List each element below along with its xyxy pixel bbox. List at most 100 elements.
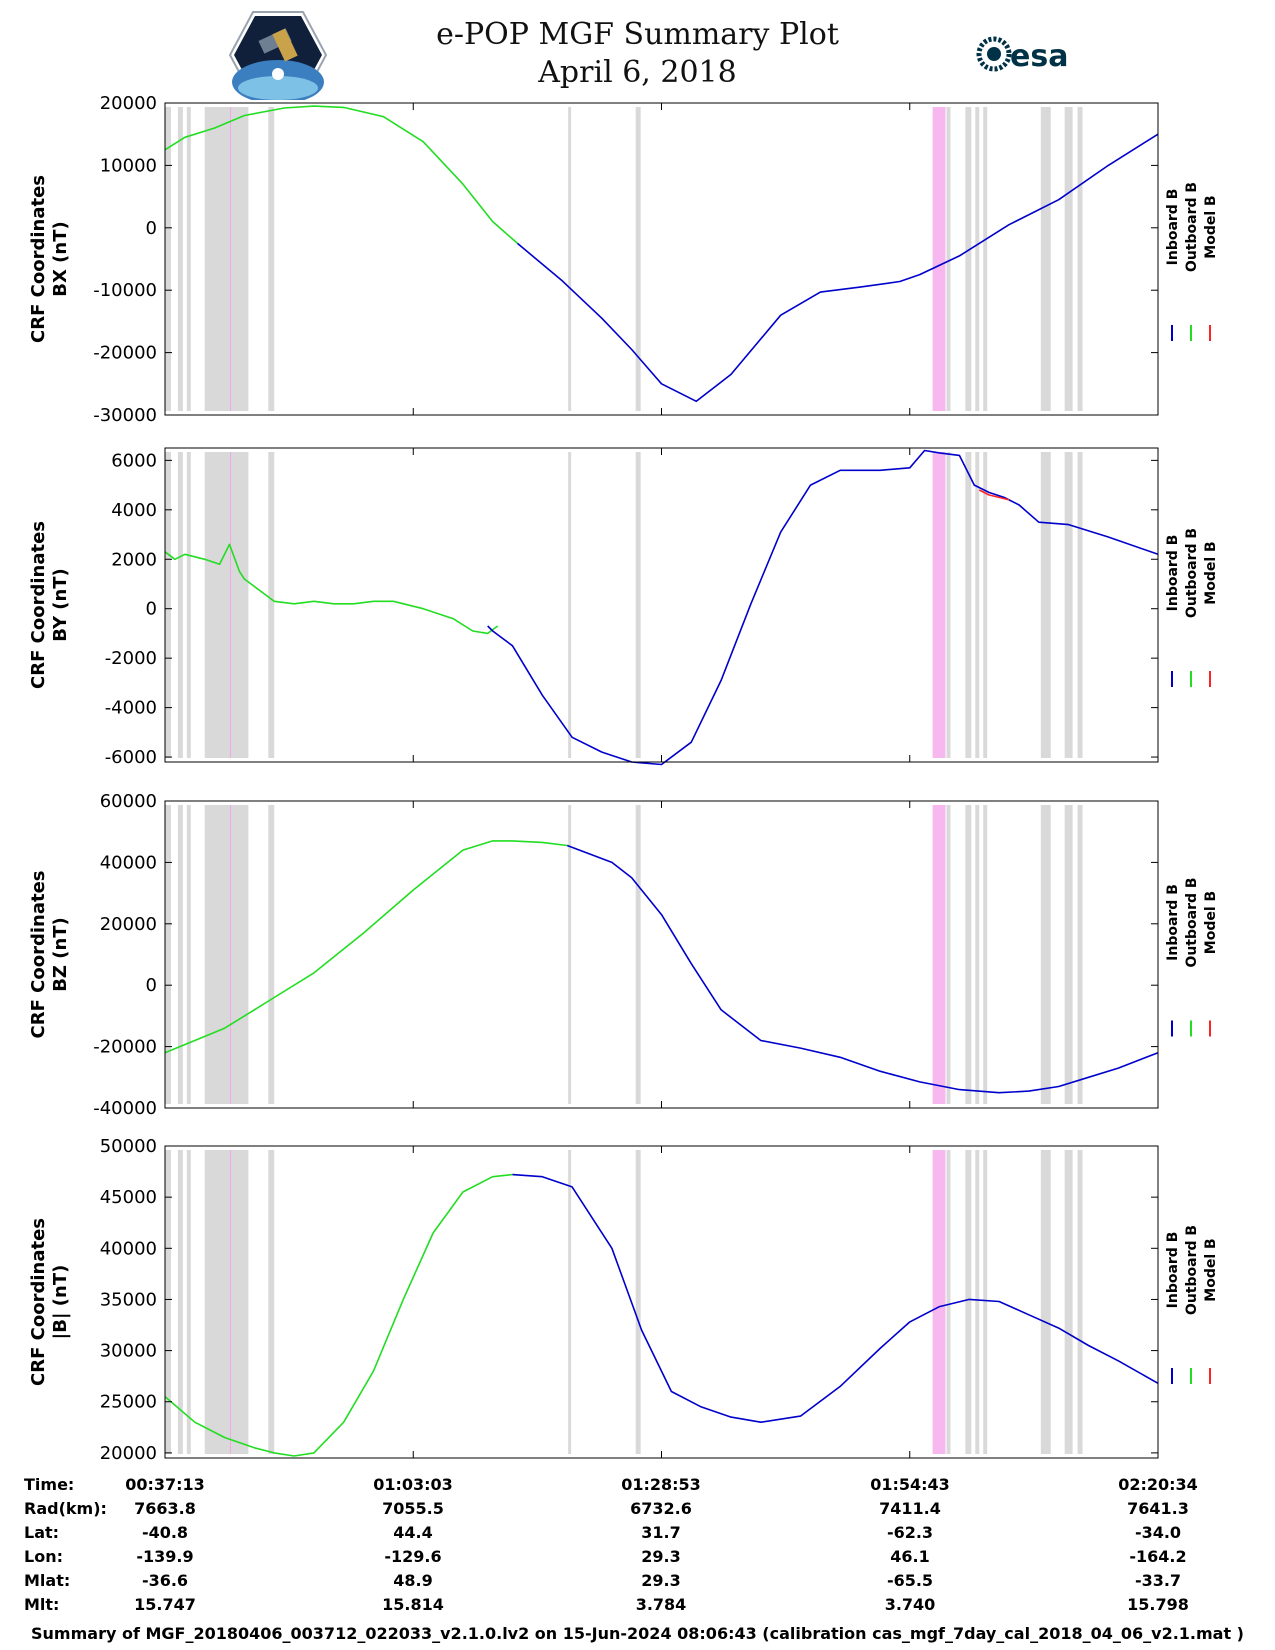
data-gap-band <box>975 1150 980 1454</box>
y-tick-label: -4000 <box>105 698 157 719</box>
plot-title: e-POP MGF Summary Plot April 6, 2018 <box>0 16 1275 92</box>
data-gap-band <box>268 107 275 411</box>
y-tick-label: 50000 <box>100 1136 157 1157</box>
data-gap-band <box>1064 452 1073 758</box>
y-tick-label: 40000 <box>100 852 157 873</box>
panel-2: -6000 -4000 -2000 0 2000 4000 6000 CRF Coordina… <box>28 447 1219 768</box>
cassiope-satellite-logo-icon <box>228 11 328 100</box>
data-gap-band <box>177 1150 183 1454</box>
esa-logo-icon: esa <box>976 36 1068 72</box>
data-gap-band <box>1064 107 1073 411</box>
table-cell: 7055.5 <box>382 1499 444 1518</box>
table-cell: -40.8 <box>142 1523 188 1542</box>
data-gap-band <box>1040 805 1051 1104</box>
x-tick-label-time: 01:28:53 <box>621 1475 701 1494</box>
table-cell: 29.3 <box>641 1547 680 1566</box>
y-axis-label-line-1: CRF Coordinates <box>28 175 49 343</box>
data-gap-band <box>204 107 249 411</box>
y-tick-label: -20000 <box>93 1037 157 1058</box>
data-gap-band <box>165 805 171 1104</box>
series-line-outboard-b <box>164 1173 513 1457</box>
data-gap-band <box>983 452 988 758</box>
y-tick-label: -2000 <box>105 648 157 669</box>
esa-logo-text: esa <box>1010 39 1068 72</box>
data-gap-band <box>186 1150 191 1454</box>
table-cell: 46.1 <box>890 1547 929 1566</box>
panel-1: -30000 -20000 -10000 0 10000 20000 CRF Coordin… <box>28 93 1219 426</box>
title-line-2: April 6, 2018 <box>538 55 737 90</box>
y-tick-label: 6000 <box>111 450 157 471</box>
data-gap-band <box>186 107 191 411</box>
legend-label: Outboard B <box>1184 182 1200 272</box>
series-line-outboard-b <box>164 105 519 245</box>
y-tick-label: 2000 <box>111 549 157 570</box>
event-band <box>932 452 946 758</box>
data-gap-band <box>165 1150 171 1454</box>
legend-label: Outboard B <box>1184 877 1200 967</box>
data-gap-band <box>946 1150 951 1454</box>
data-gap-band <box>965 107 972 411</box>
event-band <box>932 1150 946 1454</box>
data-gap-band <box>975 452 980 758</box>
data-gap-band <box>268 1150 275 1454</box>
table-cell: -164.2 <box>1129 1547 1186 1566</box>
data-gap-band <box>1040 107 1051 411</box>
table-cell: -62.3 <box>887 1523 933 1542</box>
series-line-inboard-b <box>516 133 1159 403</box>
table-cell: 15.747 <box>134 1595 196 1614</box>
data-gap-band <box>568 107 572 411</box>
row-label: Rad(km): <box>24 1499 107 1518</box>
y-tick-label: 40000 <box>100 1238 157 1259</box>
data-gap-band <box>983 107 988 411</box>
data-gap-band <box>204 1150 249 1454</box>
y-tick-label: -6000 <box>105 747 157 768</box>
data-gap-band <box>177 452 183 758</box>
x-tick-label-time: 00:37:13 <box>125 1475 205 1494</box>
data-gap-band <box>983 1150 988 1454</box>
y-tick-label: -40000 <box>93 1098 157 1119</box>
data-gap-band <box>568 452 572 758</box>
table-cell: -139.9 <box>136 1547 193 1566</box>
event-band <box>932 805 946 1104</box>
data-gap-band <box>946 107 951 411</box>
data-gap-band <box>268 805 275 1104</box>
row-label: Lat: <box>24 1523 59 1542</box>
table-cell: -34.0 <box>1135 1523 1181 1542</box>
data-gap-band <box>1064 805 1073 1104</box>
row-label: Mlat: <box>24 1571 70 1590</box>
data-gap-band <box>975 107 980 411</box>
y-axis-label-line-1: CRF Coordinates <box>28 521 49 689</box>
x-tick-label-time: 01:03:03 <box>373 1475 453 1494</box>
data-gap-band <box>1077 107 1083 411</box>
y-axis-label-line-2: BY (nT) <box>50 568 71 642</box>
y-tick-label: 10000 <box>100 155 157 176</box>
data-gap-band <box>165 452 171 758</box>
legend-label: Inboard B <box>1165 535 1181 612</box>
title-line-1: e-POP MGF Summary Plot <box>436 17 839 52</box>
y-tick-label: 20000 <box>100 1443 157 1464</box>
y-tick-label: 45000 <box>100 1187 157 1208</box>
data-gap-band <box>568 1150 572 1454</box>
data-gap-band <box>946 452 951 758</box>
y-axis-label-line-2: |B| (nT) <box>50 1265 71 1340</box>
series-line-inboard-b <box>487 449 1159 766</box>
data-gap-band <box>204 805 249 1104</box>
table-cell: 7641.3 <box>1127 1499 1189 1518</box>
table-cell: 48.9 <box>393 1571 432 1590</box>
legend-label: Model B <box>1203 891 1219 954</box>
plot-frame <box>164 800 1159 1109</box>
y-tick-label: 4000 <box>111 500 157 521</box>
y-axis-label-line-1: CRF Coordinates <box>28 1218 49 1386</box>
table-cell: 7663.8 <box>134 1499 196 1518</box>
data-gap-band <box>635 805 641 1104</box>
series-line-outboard-b <box>164 840 568 1054</box>
data-gap-band <box>177 107 183 411</box>
data-gap-band <box>975 805 980 1104</box>
data-gap-band <box>1077 805 1083 1104</box>
table-cell: 3.784 <box>636 1595 687 1614</box>
table-cell: -129.6 <box>384 1547 441 1566</box>
y-tick-label: 0 <box>146 599 157 620</box>
row-label: Time: <box>24 1475 74 1494</box>
plot-frame <box>164 447 1159 763</box>
